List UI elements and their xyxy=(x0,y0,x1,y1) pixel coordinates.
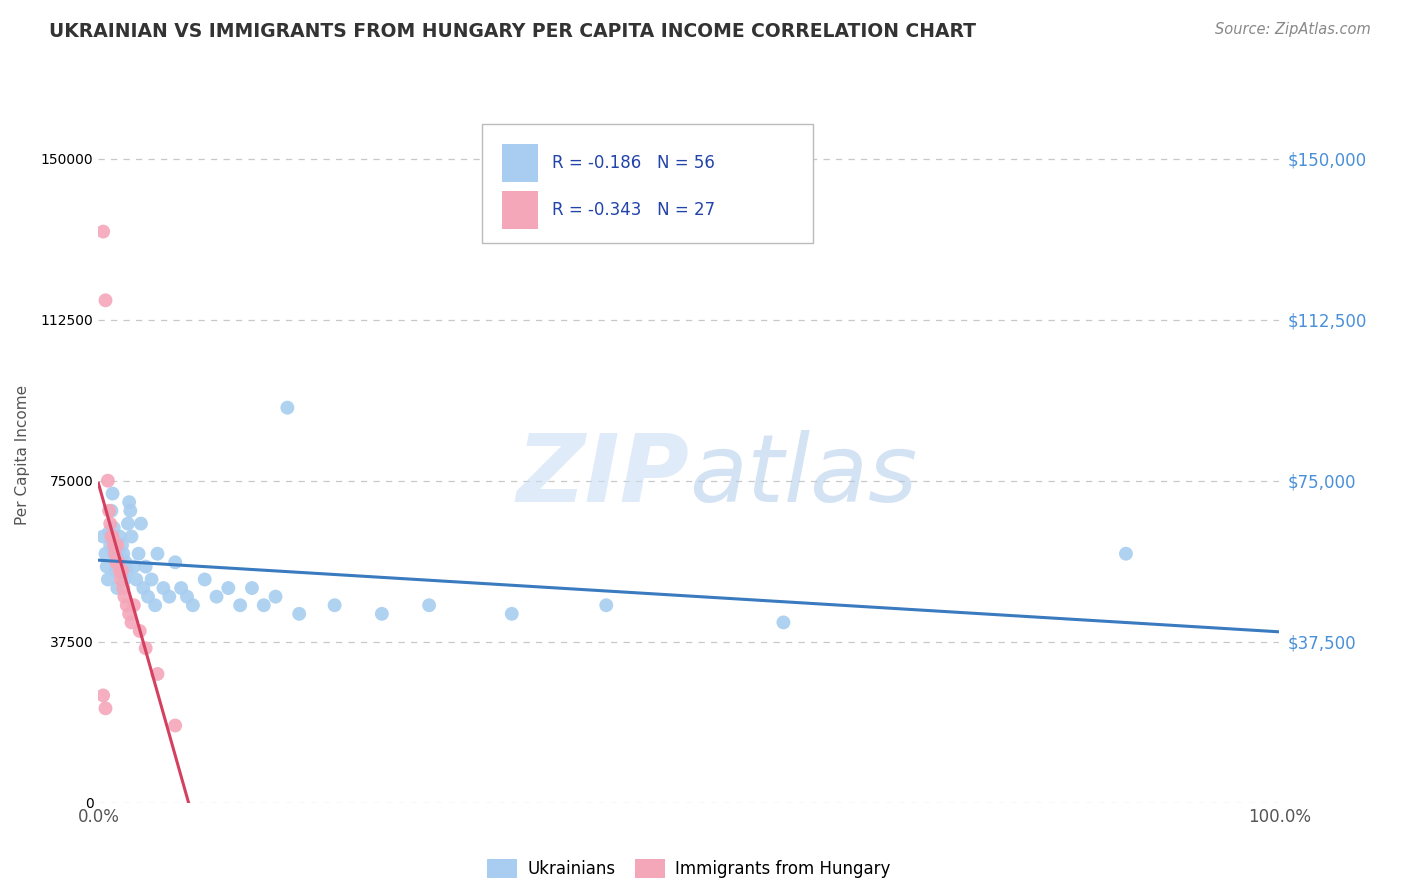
FancyBboxPatch shape xyxy=(482,124,813,243)
Point xyxy=(253,599,276,613)
Point xyxy=(114,555,136,569)
Point xyxy=(91,529,114,543)
Point xyxy=(118,607,141,621)
Point xyxy=(107,547,129,561)
Point xyxy=(288,607,311,621)
Point xyxy=(97,474,120,488)
Point xyxy=(120,504,142,518)
Y-axis label: Per Capita Income: Per Capita Income xyxy=(14,384,30,525)
Point xyxy=(323,599,346,613)
Point xyxy=(94,701,117,715)
Point xyxy=(111,538,134,552)
Point xyxy=(103,521,125,535)
Point xyxy=(240,581,263,595)
Point xyxy=(105,564,128,578)
Point xyxy=(98,516,121,531)
Point xyxy=(91,689,114,703)
Point xyxy=(112,581,135,595)
Point xyxy=(152,581,174,595)
Point xyxy=(111,564,134,578)
Point xyxy=(276,401,298,415)
Point xyxy=(115,564,138,578)
Point xyxy=(135,559,157,574)
Point xyxy=(135,641,157,656)
Text: Source: ZipAtlas.com: Source: ZipAtlas.com xyxy=(1215,22,1371,37)
Point xyxy=(105,581,128,595)
Point xyxy=(100,504,122,518)
Point xyxy=(595,599,617,613)
Point xyxy=(157,590,180,604)
Point xyxy=(772,615,794,630)
Point xyxy=(112,590,135,604)
Point xyxy=(110,573,132,587)
Point xyxy=(217,581,239,595)
Legend: Ukrainians, Immigrants from Hungary: Ukrainians, Immigrants from Hungary xyxy=(481,853,897,885)
Point xyxy=(121,615,143,630)
Point xyxy=(165,555,187,569)
Point xyxy=(132,581,155,595)
Text: R = -0.343   N = 27: R = -0.343 N = 27 xyxy=(553,201,716,219)
Point xyxy=(205,590,228,604)
Point xyxy=(103,538,125,552)
Point xyxy=(125,573,148,587)
Point xyxy=(129,516,152,531)
Point xyxy=(128,624,150,638)
Point xyxy=(101,486,124,500)
Point xyxy=(100,529,122,543)
Point xyxy=(121,529,143,543)
Point xyxy=(371,607,394,621)
Point xyxy=(97,573,120,587)
Point xyxy=(94,547,117,561)
Point xyxy=(110,559,132,574)
Point xyxy=(118,495,141,509)
Point xyxy=(141,573,163,587)
Point xyxy=(170,581,193,595)
Point xyxy=(115,599,138,613)
Point xyxy=(98,525,121,540)
Point xyxy=(104,547,127,561)
Point xyxy=(181,599,204,613)
Point xyxy=(104,547,127,561)
Point xyxy=(107,555,129,569)
Point xyxy=(143,599,166,613)
Point xyxy=(101,529,124,543)
FancyBboxPatch shape xyxy=(502,191,537,229)
Point xyxy=(91,225,114,239)
Point xyxy=(146,667,169,681)
Text: atlas: atlas xyxy=(689,430,917,521)
Point xyxy=(146,547,169,561)
Point xyxy=(176,590,198,604)
Point xyxy=(98,504,121,518)
Point xyxy=(117,516,139,531)
Point xyxy=(112,547,135,561)
Point xyxy=(418,599,440,613)
Point xyxy=(122,559,145,574)
Point xyxy=(96,559,118,574)
Text: R = -0.186   N = 56: R = -0.186 N = 56 xyxy=(553,153,714,171)
FancyBboxPatch shape xyxy=(502,144,537,182)
Point xyxy=(229,599,252,613)
Point xyxy=(165,718,187,732)
Point xyxy=(105,555,128,569)
Point xyxy=(1115,547,1137,561)
Point xyxy=(501,607,523,621)
Point xyxy=(264,590,287,604)
Point xyxy=(105,538,128,552)
Point xyxy=(122,599,145,613)
Point xyxy=(94,293,117,308)
Point xyxy=(112,573,135,587)
Point xyxy=(136,590,159,604)
Text: ZIP: ZIP xyxy=(516,430,689,522)
Point xyxy=(128,547,150,561)
Point xyxy=(108,529,131,543)
Text: UKRAINIAN VS IMMIGRANTS FROM HUNGARY PER CAPITA INCOME CORRELATION CHART: UKRAINIAN VS IMMIGRANTS FROM HUNGARY PER… xyxy=(49,22,976,41)
Point xyxy=(108,564,131,578)
Point xyxy=(98,538,121,552)
Point xyxy=(194,573,217,587)
